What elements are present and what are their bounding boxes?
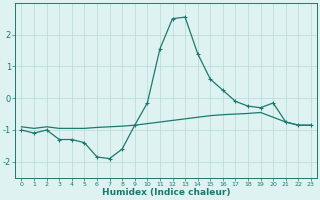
X-axis label: Humidex (Indice chaleur): Humidex (Indice chaleur) [102, 188, 230, 197]
